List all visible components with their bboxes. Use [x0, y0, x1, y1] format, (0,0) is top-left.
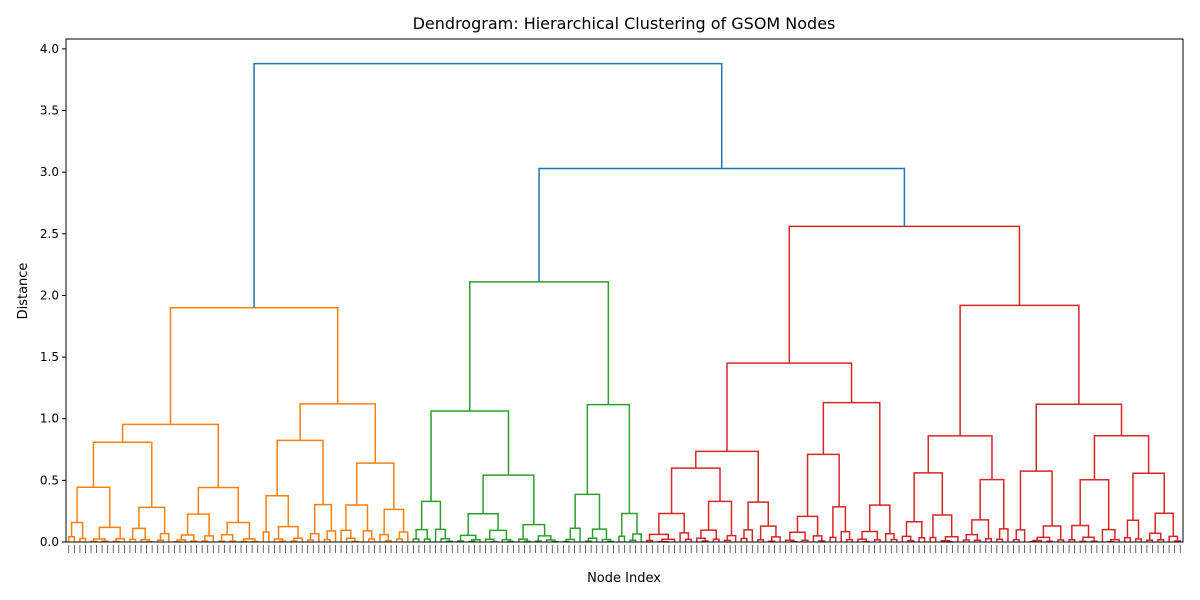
dendrogram-link — [226, 521, 251, 539]
dendrogram-link — [412, 538, 420, 542]
dendrogram-link — [395, 538, 403, 542]
dendrogram-link — [565, 538, 576, 542]
dendrogram-link — [574, 493, 601, 530]
dendrogram-link — [345, 537, 356, 542]
dendrogram-link — [383, 508, 405, 535]
dendrogram-link — [901, 535, 912, 542]
dendrogram-link — [832, 506, 847, 538]
dendrogram-link — [273, 538, 284, 542]
dendrogram-link — [522, 523, 546, 540]
dendrogram-link — [996, 538, 1004, 542]
dendrogram-link — [253, 62, 723, 308]
dendrogram-link — [68, 536, 76, 542]
chart-title: Dendrogram: Hierarchical Clustering of G… — [413, 14, 836, 33]
dendrogram-link — [313, 503, 333, 534]
y-tick-label: 0.5 — [40, 473, 59, 487]
dendrogram-link — [932, 514, 953, 538]
dendrogram-link — [484, 538, 495, 542]
y-tick-label: 1.0 — [40, 412, 59, 426]
dendrogram-link — [138, 506, 166, 534]
dendrogram-link — [740, 537, 748, 542]
dendrogram-link — [679, 532, 690, 542]
dendrogram-link — [76, 486, 111, 528]
dendrogram-link — [586, 403, 631, 514]
dendrogram-link — [700, 529, 717, 540]
dendrogram-link — [467, 513, 499, 536]
dendrogram-link — [684, 538, 692, 542]
dendrogram-link — [723, 539, 731, 542]
dendrogram-link — [846, 538, 854, 542]
dendrogram-link — [1168, 535, 1179, 542]
dendrogram-link — [345, 504, 369, 531]
dendrogram-link — [861, 530, 879, 540]
dendrogram-link — [587, 537, 598, 542]
dendrogram-link — [840, 530, 851, 542]
dendrogram-link — [186, 513, 210, 536]
y-axis-label: Distance — [16, 263, 31, 320]
dendrogram-link — [812, 535, 823, 542]
y-tick-label: 3.0 — [40, 165, 59, 179]
dendrogram-link — [93, 538, 106, 542]
dendrogram-link — [1019, 470, 1053, 530]
dendrogram-link — [658, 512, 685, 535]
dendrogram-link — [1082, 536, 1095, 542]
dendrogram-link — [201, 540, 209, 542]
y-tick-label: 0.0 — [40, 535, 59, 549]
dendrogram-links — [68, 62, 1181, 543]
dendrogram-link — [1146, 539, 1154, 542]
y-tick-label: 3.5 — [40, 104, 59, 118]
dendrogram-link — [538, 167, 906, 282]
leaf-labels — [68, 545, 1181, 553]
dendrogram-link — [1123, 537, 1131, 542]
y-tick-label: 2.5 — [40, 227, 59, 241]
dendrogram-link — [1173, 540, 1181, 542]
dendrogram-link — [695, 450, 759, 503]
dendrogram-link — [169, 307, 339, 425]
dendrogram-link — [707, 500, 733, 536]
dendrogram-link — [726, 362, 853, 452]
dendrogram-link — [323, 538, 331, 542]
dendrogram-link — [944, 536, 959, 542]
dendrogram-link — [1036, 536, 1051, 542]
dendrogram-link — [276, 439, 324, 505]
dendrogram-link — [379, 533, 390, 542]
dendrogram-link — [180, 534, 195, 542]
dendrogram-link — [979, 478, 1005, 529]
dendrogram-link — [384, 539, 392, 542]
y-axis: 0.0 0.5 1.0 1.5 2.0 2.5 3.0 3.5 4.0 — [40, 42, 66, 549]
dendrogram-link — [905, 520, 923, 538]
y-tick-label: 1.5 — [40, 350, 59, 364]
dendrogram-link — [801, 539, 809, 542]
dendrogram-link — [1071, 524, 1090, 540]
dendrogram-link — [156, 539, 165, 542]
dendrogram-link — [1157, 538, 1165, 542]
plot-frame — [65, 38, 1184, 543]
dendrogram-link — [1132, 472, 1165, 521]
dendrogram-link — [368, 538, 376, 542]
dendrogram-link — [434, 528, 447, 542]
dendrogram-link — [971, 519, 990, 539]
dendrogram-link — [545, 539, 556, 542]
dendrogram-link — [1035, 403, 1123, 472]
dendrogram-link — [918, 536, 926, 542]
dendrogram-link — [661, 538, 676, 542]
y-tick-label: 2.0 — [40, 288, 59, 302]
dendrogram-link — [423, 538, 431, 542]
dendrogram-link — [726, 534, 737, 542]
dendrogram-link — [907, 539, 915, 542]
dendrogram-link — [965, 533, 979, 541]
y-tick-label: 4.0 — [40, 42, 59, 56]
dendrogram-link — [98, 526, 121, 539]
dendrogram-link — [362, 530, 373, 542]
dendrogram-link — [459, 534, 477, 542]
dendrogram-link — [1042, 525, 1062, 540]
dendrogram-link — [129, 538, 137, 542]
dendrogram-link — [299, 403, 377, 464]
x-axis-label: Node Index — [587, 571, 661, 586]
dendrogram-link — [1110, 538, 1120, 542]
dendrogram-link — [927, 435, 993, 480]
dendrogram-link — [959, 304, 1080, 436]
dendrogram-link — [784, 539, 795, 542]
